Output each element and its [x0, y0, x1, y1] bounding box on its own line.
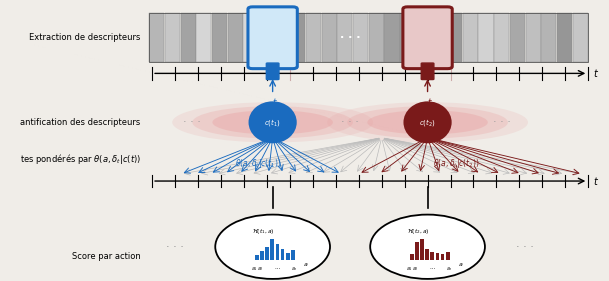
Bar	[510, 13, 525, 62]
Bar	[557, 13, 572, 62]
Text: Extraction de descripteurs: Extraction de descripteurs	[29, 33, 141, 42]
Bar	[400, 13, 415, 62]
Text: $\cdots$: $\cdots$	[429, 265, 436, 270]
Ellipse shape	[192, 106, 353, 139]
Text: · · ·: · · ·	[516, 242, 534, 252]
Bar	[291, 250, 295, 260]
Bar	[212, 13, 227, 62]
Text: $a$: $a$	[458, 261, 463, 268]
Bar	[196, 13, 211, 62]
Bar	[384, 13, 400, 62]
Ellipse shape	[172, 102, 373, 142]
Text: $c(t_1)$: $c(t_1)$	[264, 117, 281, 128]
Bar	[441, 254, 445, 260]
Bar	[306, 13, 321, 62]
Bar	[228, 13, 243, 62]
Bar	[431, 252, 434, 260]
Text: $\mathcal{H}(t_2,a)$: $\mathcal{H}(t_2,a)$	[407, 226, 429, 235]
Text: antification des descripteurs: antification des descripteurs	[21, 118, 141, 127]
Ellipse shape	[248, 101, 297, 143]
Text: $a_1$: $a_1$	[406, 265, 413, 273]
Bar	[447, 13, 462, 62]
Bar	[353, 13, 368, 62]
Text: $\theta(a,\delta_t|c(t_2))$: $\theta(a,\delta_t|c(t_2))$	[433, 157, 481, 170]
Ellipse shape	[403, 101, 452, 143]
Text: $\mathcal{H}(t_1,a)$: $\mathcal{H}(t_1,a)$	[252, 226, 275, 235]
Bar	[446, 252, 449, 260]
Text: $t_1$: $t_1$	[272, 97, 281, 109]
Text: $\cdots$: $\cdots$	[274, 265, 281, 270]
Bar	[415, 242, 418, 260]
Text: $t$: $t$	[593, 67, 599, 80]
Bar	[541, 13, 556, 62]
Bar	[149, 13, 164, 62]
FancyBboxPatch shape	[248, 7, 297, 69]
Text: tes pondérés par $\theta(a, \delta_t|c(t))$: tes pondérés par $\theta(a, \delta_t|c(t…	[19, 152, 141, 166]
Bar	[425, 249, 429, 260]
Ellipse shape	[213, 110, 333, 134]
Bar	[165, 13, 180, 62]
Bar	[322, 13, 337, 62]
Bar	[286, 253, 289, 260]
Text: $a_2$: $a_2$	[256, 265, 264, 273]
Text: · · ·: · · ·	[493, 117, 511, 127]
Bar	[463, 13, 478, 62]
Ellipse shape	[370, 215, 485, 279]
Ellipse shape	[347, 106, 508, 139]
Bar	[494, 13, 509, 62]
Text: $a$: $a$	[303, 261, 309, 268]
Bar	[181, 13, 195, 62]
Bar	[431, 13, 446, 62]
Text: $a_1$: $a_1$	[252, 265, 258, 273]
FancyBboxPatch shape	[403, 7, 452, 69]
Bar	[265, 246, 269, 260]
Text: $\theta(a,\delta_t|c(t_1))$: $\theta(a,\delta_t|c(t_1))$	[235, 157, 282, 170]
Bar	[410, 254, 414, 260]
Bar	[259, 13, 274, 62]
Bar	[270, 239, 274, 260]
Bar	[290, 13, 306, 62]
Ellipse shape	[327, 102, 528, 142]
Text: $t_2$: $t_2$	[427, 97, 436, 109]
Bar	[435, 253, 439, 260]
Ellipse shape	[215, 215, 330, 279]
Bar	[526, 13, 541, 62]
Ellipse shape	[367, 110, 488, 134]
Bar	[244, 13, 258, 62]
Bar	[260, 251, 264, 260]
Bar	[275, 13, 290, 62]
Bar	[416, 13, 431, 62]
Bar	[255, 255, 259, 260]
Bar	[572, 13, 588, 62]
FancyBboxPatch shape	[266, 63, 279, 80]
Text: $a_n$: $a_n$	[446, 265, 452, 273]
Text: · · ·: · · ·	[166, 242, 184, 252]
Text: · · ·: · · ·	[183, 117, 201, 127]
Text: $c(t_2)$: $c(t_2)$	[419, 117, 436, 128]
FancyBboxPatch shape	[421, 63, 434, 80]
Bar	[281, 249, 284, 260]
Bar	[420, 239, 424, 260]
Bar	[275, 244, 280, 260]
Text: Score par action: Score par action	[72, 252, 141, 261]
Bar	[337, 13, 353, 62]
Bar	[479, 13, 493, 62]
Text: · · ·: · · ·	[340, 33, 361, 43]
Text: $a_2$: $a_2$	[412, 265, 418, 273]
Text: $a_n$: $a_n$	[291, 265, 298, 273]
Bar	[368, 13, 384, 62]
Text: $t$: $t$	[593, 175, 599, 187]
Text: · · ·: · · ·	[341, 117, 359, 127]
Bar	[149, 13, 588, 62]
